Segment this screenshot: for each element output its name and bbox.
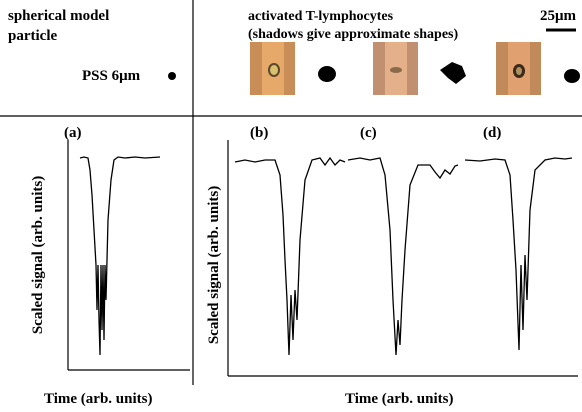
figure: spherical model particle PSS 6μm activat… — [0, 0, 582, 412]
header-text: activated T-lymphocytes — [248, 9, 394, 24]
panel-label: (c) — [360, 125, 377, 141]
cell-images — [250, 42, 580, 95]
panel-label: (b) — [250, 125, 268, 141]
y-axis-label: Scaled signal (arb. units) — [30, 176, 46, 334]
cell-shadow — [440, 62, 466, 84]
cell-shadow — [564, 69, 580, 83]
signal-trace — [235, 158, 345, 355]
particle-label: PSS 6μm — [82, 68, 141, 84]
x-axis-label: Time (arb. units) — [345, 391, 453, 407]
cell-shadow — [318, 66, 336, 82]
signal-trace — [348, 158, 458, 355]
header-text: particle — [8, 28, 57, 44]
x-axis-label: Time (arb. units) — [44, 391, 152, 407]
particle — [168, 72, 176, 80]
signal-trace — [465, 158, 572, 350]
panel-label: (a) — [64, 125, 82, 141]
header-text: (shadows give approximate shapes) — [248, 27, 458, 42]
panel-label: (d) — [483, 125, 501, 141]
y-axis-label: Scaled signal (arb. units) — [206, 186, 222, 344]
signal-trace — [80, 157, 160, 355]
header-text: spherical model — [8, 8, 109, 24]
scale-bar-label: 25μm — [540, 8, 577, 24]
